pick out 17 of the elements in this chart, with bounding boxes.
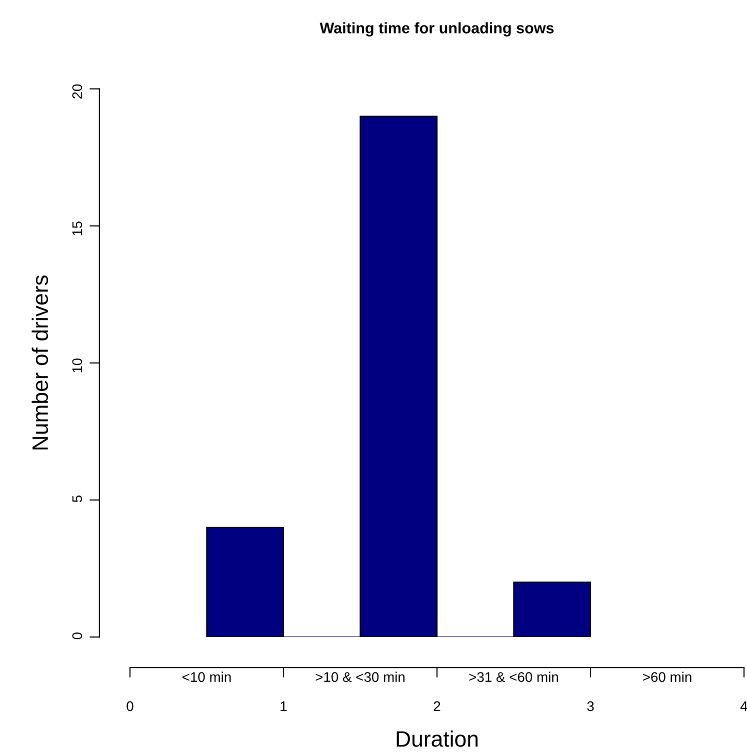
category-label: >31 & <60 min [469, 672, 558, 682]
x-tick-label: 3 [587, 701, 594, 712]
y-tick-label: 20 [72, 84, 82, 99]
y-tick-label: 0 [72, 632, 82, 640]
category-label: >10 & <30 min [316, 672, 405, 682]
y-tick-label: 5 [72, 496, 82, 502]
y-tick-label: 10 [72, 358, 82, 372]
category-label: <10 min [182, 672, 231, 682]
chart-title: Waiting time for unloading sows [320, 22, 554, 37]
x-tick-label: 1 [280, 701, 287, 711]
x-axis-title: Duration [396, 730, 478, 747]
x-tick-label: 0 [126, 701, 134, 712]
x-tick-label: 2 [434, 701, 440, 711]
x-tick-label: 4 [740, 701, 747, 711]
category-label: >60 min [643, 672, 692, 682]
y-axis-title: Number of drivers [32, 275, 48, 450]
y-tick-label: 15 [72, 221, 82, 236]
